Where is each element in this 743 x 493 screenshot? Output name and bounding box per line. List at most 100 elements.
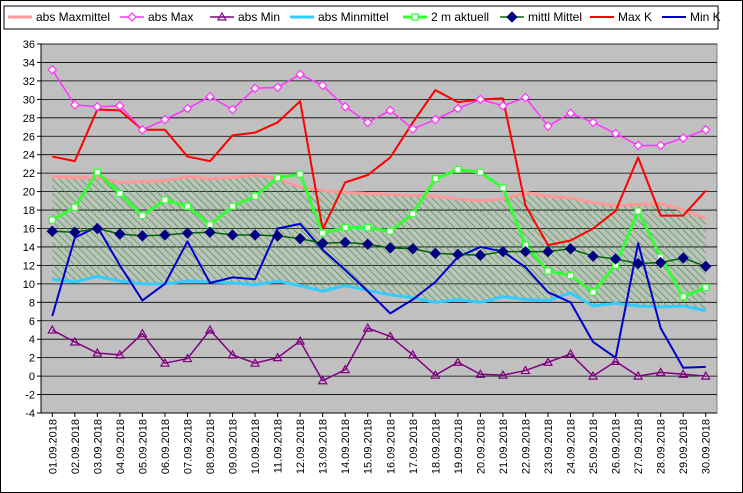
data-point: [127, 12, 137, 22]
x-tick-label: 06.09.2018: [160, 419, 172, 474]
data-point: [610, 128, 621, 139]
data-point: [452, 357, 463, 366]
y-tick-label: 28: [23, 113, 35, 125]
series-line: [51, 167, 707, 299]
data-point: [588, 370, 599, 380]
data-point: [362, 117, 373, 128]
data-point: [542, 357, 554, 366]
x-tick-label: 04.09.2018: [115, 419, 127, 474]
series-line: [52, 89, 707, 247]
x-tick-label: 28.09.2018: [656, 419, 668, 474]
data-point: [137, 124, 148, 135]
data-point: [386, 227, 394, 235]
data-point: [407, 243, 419, 255]
x-tick-label: 21.09.2018: [498, 419, 510, 474]
legend-label: abs Min: [238, 10, 280, 24]
data-point: [566, 271, 575, 280]
data-point: [183, 202, 192, 210]
data-point: [385, 105, 396, 116]
x-tick-label: 19.09.2018: [453, 419, 465, 474]
legend-item-abs-maxmittel: abs Maxmittel: [8, 10, 110, 24]
data-point: [700, 260, 712, 273]
data-point: [506, 11, 518, 23]
data-point: [271, 230, 284, 242]
y-tick-label: 12: [23, 260, 35, 272]
legend: abs Maxmittel abs Max abs Min abs Minmittel…: [3, 5, 721, 30]
data-point: [71, 203, 79, 211]
data-point: [138, 211, 146, 220]
data-point: [251, 192, 259, 200]
data-point: [69, 226, 81, 238]
data-point: [48, 216, 56, 224]
data-point: [295, 335, 306, 345]
data-point: [296, 170, 304, 178]
y-tick-label: 4: [29, 334, 35, 346]
y-tick-label: 24: [23, 150, 35, 162]
x-tick-label: 11.09.2018: [273, 419, 285, 473]
data-point: [430, 114, 441, 125]
data-point: [589, 288, 597, 296]
data-point: [610, 356, 621, 365]
data-point: [544, 267, 552, 275]
legend-item-min-k: Min K: [662, 10, 721, 24]
legend-label: abs Minmittel: [318, 10, 389, 24]
data-point: [205, 91, 215, 102]
x-tick-label: 08.09.2018: [205, 419, 217, 474]
y-tick-label: 34: [23, 57, 35, 69]
data-point: [136, 230, 149, 242]
x-tick-label: 13.09.2018: [318, 419, 330, 474]
data-point: [384, 242, 396, 254]
series-abs-min: [47, 322, 711, 385]
data-point: [543, 121, 553, 131]
series-abs-max: [47, 64, 711, 151]
data-point: [497, 245, 509, 258]
y-tick-label: -2: [25, 390, 35, 402]
legend-item-max-k: Max K: [590, 10, 652, 24]
data-point: [295, 69, 305, 80]
x-tick-label: 05.09.2018: [137, 419, 149, 474]
y-tick-label: 18: [23, 205, 35, 217]
legend-label: mittl Mittel: [528, 10, 582, 24]
y-tick-label: 32: [23, 76, 35, 88]
legend-item-2-m-aktuell: 2 m aktuell: [403, 10, 489, 24]
data-point: [407, 349, 418, 359]
data-point: [92, 347, 103, 357]
data-point: [216, 11, 228, 21]
y-tick-label: 14: [23, 242, 35, 254]
series-line: [52, 274, 707, 313]
data-point: [431, 175, 439, 183]
data-point: [69, 336, 80, 346]
legend-label: abs Max: [148, 10, 193, 24]
x-tick-label: 24.09.2018: [566, 419, 578, 474]
x-tick-label: 26.09.2018: [611, 419, 623, 474]
data-point: [250, 83, 260, 94]
y-tick-label: 6: [29, 316, 35, 328]
data-point: [411, 13, 419, 21]
data-point: [362, 322, 373, 332]
y-tick-label: -4: [25, 408, 35, 420]
data-point: [47, 324, 58, 334]
series-line: [51, 222, 706, 369]
data-point: [407, 124, 418, 134]
data-point: [294, 232, 306, 245]
data-point: [115, 100, 125, 111]
data-point: [385, 331, 396, 341]
legend-item-abs-max: abs Max: [120, 10, 193, 24]
data-point: [497, 369, 508, 379]
data-point: [114, 349, 125, 359]
data-point: [250, 357, 261, 367]
data-point: [632, 257, 644, 270]
legend-label: abs Maxmittel: [36, 10, 110, 24]
x-tick-label: 22.09.2018: [520, 419, 532, 474]
legend-item-abs-min: abs Min: [210, 10, 280, 24]
data-point: [430, 369, 441, 379]
x-tick-label: 20.09.2018: [475, 419, 487, 474]
data-point: [340, 364, 351, 374]
y-tick-label: 20: [23, 187, 35, 199]
data-point: [137, 328, 148, 338]
data-point: [702, 283, 710, 292]
data-point: [272, 82, 283, 93]
data-point: [679, 293, 687, 301]
